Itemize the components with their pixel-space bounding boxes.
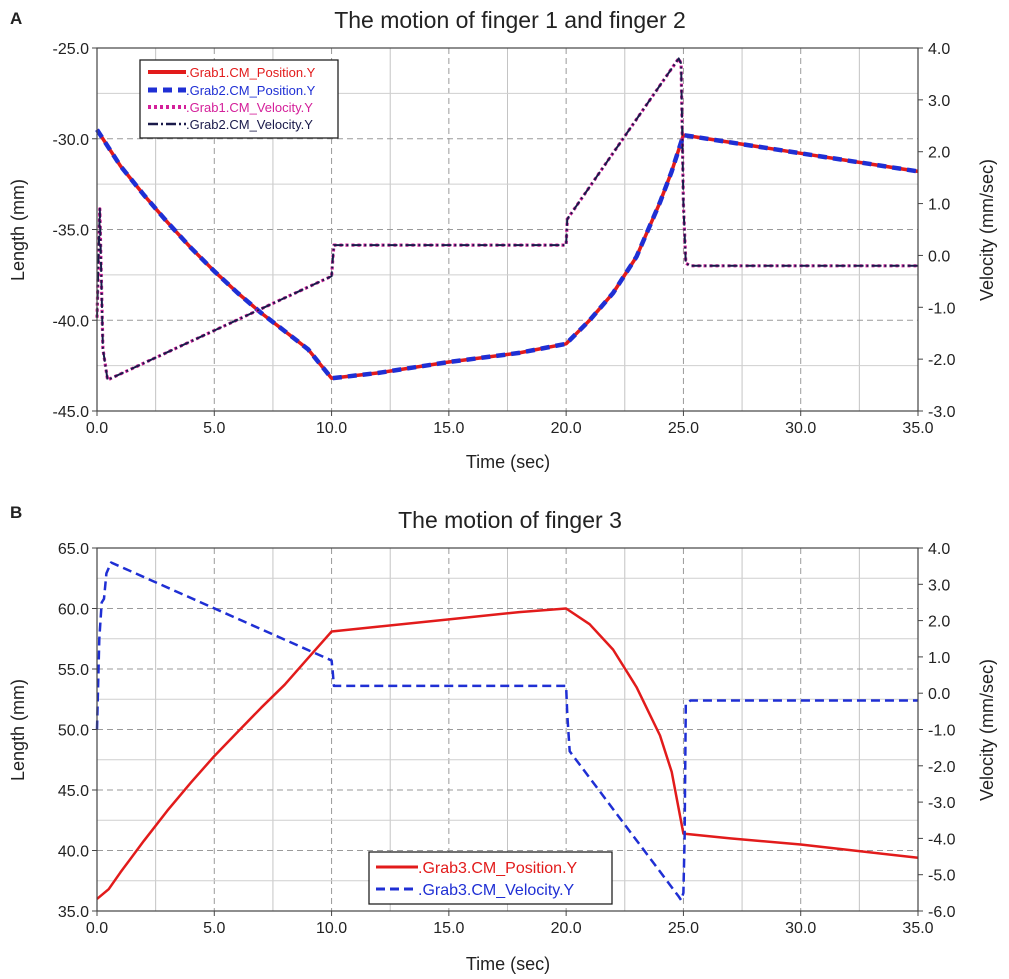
y2-tick-label: -1.0: [928, 300, 956, 317]
x-tick-label: 0.0: [86, 920, 108, 937]
y-tick-label: -45.0: [53, 404, 90, 421]
y-tick-label: -30.0: [53, 132, 90, 149]
y2-axis-label-b: Velocity (mm/sec): [977, 659, 997, 801]
y2-tick-label: 3.0: [928, 93, 950, 110]
series-line-grab3-cm-velocity-y: [95, 561, 918, 902]
panel-letter-a: A: [10, 9, 22, 28]
y-tick-label: 65.0: [58, 541, 89, 558]
y-tick-label: 45.0: [58, 783, 89, 800]
y2-tick-label: 2.0: [928, 145, 950, 162]
y2-tick-label: 1.0: [928, 650, 950, 667]
x-tick-label: 5.0: [203, 420, 225, 437]
x-tick-label: 5.0: [203, 920, 225, 937]
y-axis-label-b: Length (mm): [8, 679, 28, 781]
y2-axis-label-a: Velocity (mm/sec): [977, 159, 997, 301]
x-tick-label: 20.0: [551, 420, 582, 437]
x-tick-label: 20.0: [551, 920, 582, 937]
chart-title-b: The motion of finger 3: [398, 507, 622, 533]
panel-b: B The motion of finger 3 0.0 5.0 10.0 15.0 2…: [8, 503, 997, 974]
x-tick-label: 10.0: [316, 920, 347, 937]
legend-label-grab2-velocity: .Grab2.CM_Velocity.Y: [186, 117, 313, 132]
y2-tick-label: 4.0: [928, 541, 950, 558]
y-tick-label: -35.0: [53, 223, 90, 240]
y-axis-label-a: Length (mm): [8, 179, 28, 281]
x-tick-label: 35.0: [902, 420, 933, 437]
x-tick-label: 30.0: [785, 420, 816, 437]
legend-label-grab3-position: .Grab3.CM_Position.Y: [418, 860, 578, 877]
y-tick-label: 60.0: [58, 602, 89, 619]
y2-tick-label: 0.0: [928, 248, 950, 265]
y2-tick-label: 0.0: [928, 686, 950, 703]
x-tick-label: 25.0: [668, 920, 699, 937]
series-line-grab3-cm-position-y: [96, 607, 919, 900]
ticks-a: 0.0 5.0 10.0 15.0 20.0 25.0 30.0 35.0 -45.0 -40.0…: [53, 41, 956, 437]
y2-tick-label: 4.0: [928, 41, 950, 58]
x-tick-label: 25.0: [668, 420, 699, 437]
legend-b: .Grab3.CM_Position.Y .Grab3.CM_Velocity.…: [368, 851, 613, 905]
x-tick-label: 15.0: [433, 920, 464, 937]
y2-tick-label: -3.0: [928, 404, 956, 421]
x-axis-label-a: Time (sec): [466, 452, 550, 472]
y-tick-label: 35.0: [58, 904, 89, 921]
y-tick-label: -25.0: [53, 41, 90, 58]
y-tick-label: 50.0: [58, 723, 89, 740]
legend-a: .Grab1.CM_Position.Y .Grab2.CM_Position.…: [139, 59, 339, 139]
series-line-grab2-cm-velocity-y: [96, 57, 918, 381]
series-group-b: [95, 561, 919, 902]
legend-box-b: [368, 851, 613, 905]
x-tick-label: 35.0: [902, 920, 933, 937]
y2-tick-label: -6.0: [928, 904, 956, 921]
legend-label-grab1-position: .Grab1.CM_Position.Y: [186, 65, 316, 80]
x-tick-label: 15.0: [433, 420, 464, 437]
chart-title-a: The motion of finger 1 and finger 2: [334, 7, 686, 33]
legend-label-grab3-velocity: .Grab3.CM_Velocity.Y: [418, 882, 575, 899]
y2-tick-label: 2.0: [928, 614, 950, 631]
y-tick-label: -40.0: [53, 313, 90, 330]
y-tick-label: 40.0: [58, 844, 89, 861]
y-tick-label: 55.0: [58, 662, 89, 679]
legend-label-grab2-position: .Grab2.CM_Position.Y: [186, 83, 316, 98]
x-axis-label-b: Time (sec): [466, 954, 550, 974]
y2-tick-label: 3.0: [928, 577, 950, 594]
x-tick-label: 30.0: [785, 920, 816, 937]
y2-tick-label: -4.0: [928, 831, 956, 848]
y2-tick-label: -3.0: [928, 795, 956, 812]
panel-letter-b: B: [10, 503, 22, 522]
panel-a: A The motion of finger 1 and finger 2 0.…: [8, 7, 997, 472]
y2-tick-label: -2.0: [928, 759, 956, 776]
y2-tick-label: -1.0: [928, 723, 956, 740]
series-group-a: [95, 56, 919, 382]
y2-tick-label: -5.0: [928, 868, 956, 885]
y2-tick-label: -2.0: [928, 352, 956, 369]
ticks-b: 0.0 5.0 10.0 15.0 20.0 25.0 30.0 35.0 35.0 40.0 45…: [58, 541, 956, 937]
x-tick-label: 10.0: [316, 420, 347, 437]
series-line-grab2-cm-position-y: [95, 128, 919, 381]
legend-label-grab1-velocity: .Grab1.CM_Velocity.Y: [186, 100, 313, 115]
y2-tick-label: 1.0: [928, 197, 950, 214]
x-tick-label: 0.0: [86, 420, 108, 437]
